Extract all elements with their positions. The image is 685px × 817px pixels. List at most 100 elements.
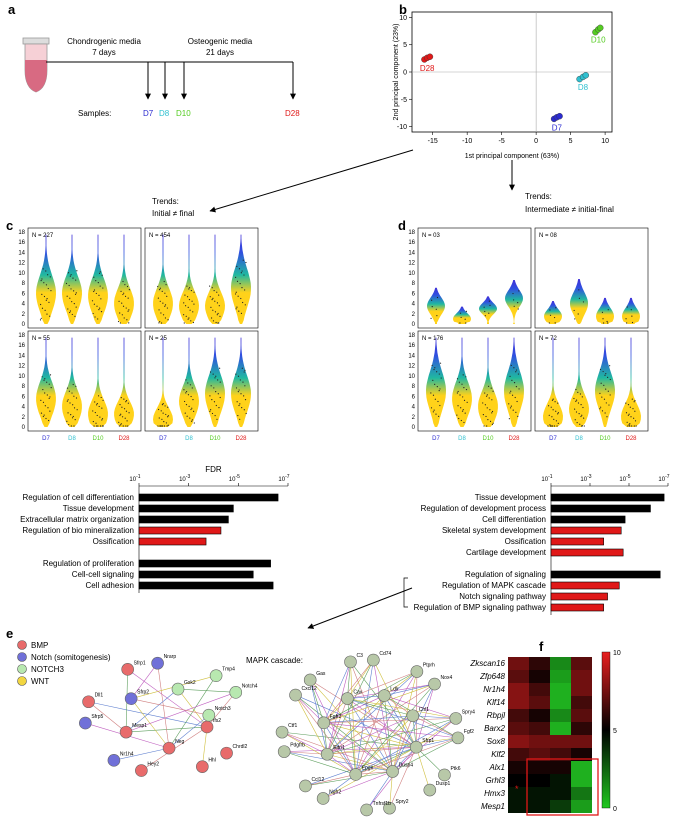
network-edge <box>415 747 431 791</box>
violin-point <box>238 389 240 391</box>
network-node-label: Ifs2 <box>213 718 221 724</box>
violin-point <box>124 295 127 297</box>
pca-plot: -15 -10 -5 0 5 10 10 5 0 -5 -10 1st principal comp… <box>393 11 613 160</box>
violin-point <box>437 400 439 403</box>
network-edge <box>327 683 435 755</box>
violin-point <box>579 393 582 395</box>
violin-point <box>459 312 462 314</box>
violin-point <box>547 425 549 427</box>
violin-point <box>185 390 188 393</box>
violin-point <box>235 387 238 389</box>
network-edge <box>323 715 413 724</box>
violin-point <box>183 314 185 316</box>
violin-point <box>633 425 635 427</box>
violin-point <box>243 274 245 276</box>
violin-point <box>123 317 125 319</box>
violin-n-label: N = 03 <box>422 233 441 239</box>
network-node <box>79 716 92 730</box>
violin-ytick: 12 <box>408 364 415 370</box>
violin-shape <box>205 234 225 324</box>
violin-point <box>581 396 583 398</box>
violin-xlabel: D28 <box>118 436 130 442</box>
violin-point <box>212 297 214 299</box>
violin-xlabel: D7 <box>432 436 440 442</box>
network-node <box>275 725 289 739</box>
network-edge <box>347 683 435 699</box>
violin-point <box>44 405 46 407</box>
panel-label-c: c <box>6 218 13 233</box>
violin-point <box>209 395 211 397</box>
pca-xlabel: 1st principal component (63%) <box>465 153 560 160</box>
violin-point <box>430 317 432 319</box>
violin-point <box>193 410 195 412</box>
violin-point <box>484 310 486 313</box>
violin-point <box>119 414 121 416</box>
violin-point <box>626 306 628 308</box>
violin-point <box>577 402 580 404</box>
violin-point <box>599 392 601 394</box>
heatmap-cell <box>550 709 571 722</box>
violin-point <box>164 405 166 407</box>
violin-point <box>551 399 554 401</box>
violin-point <box>120 290 122 293</box>
violin-ytick: 0 <box>412 322 416 328</box>
violin-point <box>165 284 167 286</box>
violin-point <box>236 306 238 308</box>
violin-xlabel: D28 <box>235 436 247 442</box>
violin-point <box>120 397 122 399</box>
violin-point <box>582 301 585 303</box>
violin-shape <box>153 234 173 324</box>
violin-point <box>76 409 78 411</box>
violin-point <box>102 287 104 289</box>
violin-point <box>608 404 610 406</box>
violin-point <box>121 416 124 418</box>
violin-point <box>91 300 94 302</box>
violin-point <box>72 383 74 386</box>
network-edge <box>326 698 348 755</box>
violin-point <box>242 301 244 304</box>
violin-point <box>513 367 515 369</box>
violin-point <box>43 379 45 381</box>
violin-point <box>439 404 441 407</box>
violin-point <box>458 381 460 383</box>
violin-point <box>491 399 493 401</box>
violin-point <box>241 270 243 272</box>
violin-point <box>486 425 488 427</box>
violin-point <box>217 393 219 395</box>
network-node <box>289 688 302 702</box>
pca-xtick-label: -15 <box>428 138 438 145</box>
violin-point <box>509 375 511 377</box>
violin-point <box>46 381 48 383</box>
violin-point <box>42 388 44 391</box>
violin-point <box>632 408 634 410</box>
pca-xtick-label: 0 <box>534 138 538 145</box>
violin-ytick: 16 <box>18 240 25 246</box>
violin-point <box>165 422 168 424</box>
violin-point <box>515 369 518 371</box>
violin-point <box>575 400 577 402</box>
violin-point <box>465 388 468 391</box>
violin-point <box>431 299 433 301</box>
violin-point <box>45 284 48 286</box>
violin-point <box>66 420 68 422</box>
go-bar <box>138 515 229 524</box>
violin-shape <box>231 234 251 324</box>
violin-point <box>241 406 243 409</box>
network-mapk: Sfrp1 Ptk6 Dusp1 Dusp4 Spry2 Tnfrsf1b Epgn Ngfr… <box>275 651 475 817</box>
network-node-label: Mesp1 <box>132 723 147 729</box>
violin-point <box>128 412 130 414</box>
color-scale <box>601 651 611 809</box>
panel-label-a: a <box>8 2 16 17</box>
network-node-label: Hhl <box>208 758 216 764</box>
violin-point <box>118 300 120 302</box>
violin-point <box>186 296 189 298</box>
violin-point <box>627 404 630 406</box>
violin-point <box>92 420 94 423</box>
violin-point <box>161 425 164 427</box>
violin-point <box>211 287 213 289</box>
violin-point <box>187 382 189 384</box>
network-node-label: Sfrp1 <box>422 738 434 744</box>
violin-cell: 18 16 14 12 10 8 6 4 2 0 N = 227 <box>18 227 142 329</box>
violin-point <box>41 307 44 309</box>
network-node <box>124 692 138 705</box>
